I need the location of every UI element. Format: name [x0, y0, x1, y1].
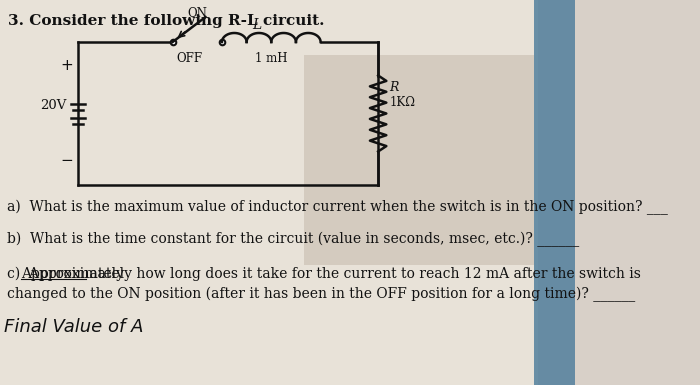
Text: R: R: [390, 80, 399, 94]
Text: b)  What is the time constant for the circuit (value in seconds, msec, etc.)? __: b) What is the time constant for the cir…: [6, 232, 579, 247]
Text: −: −: [60, 153, 73, 168]
Text: 3. Consider the following R-L circuit.: 3. Consider the following R-L circuit.: [8, 14, 325, 28]
Text: 20V: 20V: [40, 99, 66, 112]
FancyBboxPatch shape: [0, 0, 538, 385]
Text: c)  Approximately how long does it take for the current to reach 12 mA after the: c) Approximately how long does it take f…: [6, 267, 640, 281]
Text: 1 mH: 1 mH: [255, 52, 288, 65]
Text: Approximately: Approximately: [22, 267, 125, 281]
FancyBboxPatch shape: [534, 0, 575, 385]
Text: changed to the ON position (after it has been in the OFF position for a long tim: changed to the ON position (after it has…: [6, 287, 635, 302]
Text: OFF: OFF: [176, 52, 203, 65]
Text: 1KΩ: 1KΩ: [390, 95, 416, 109]
Text: +: +: [60, 58, 73, 73]
FancyBboxPatch shape: [304, 55, 534, 265]
Text: a)  What is the maximum value of inductor current when the switch is in the ON p: a) What is the maximum value of inductor…: [6, 200, 668, 215]
Text: ON: ON: [188, 7, 207, 20]
Text: L: L: [252, 18, 261, 32]
Text: Final Value of A: Final Value of A: [4, 318, 143, 336]
